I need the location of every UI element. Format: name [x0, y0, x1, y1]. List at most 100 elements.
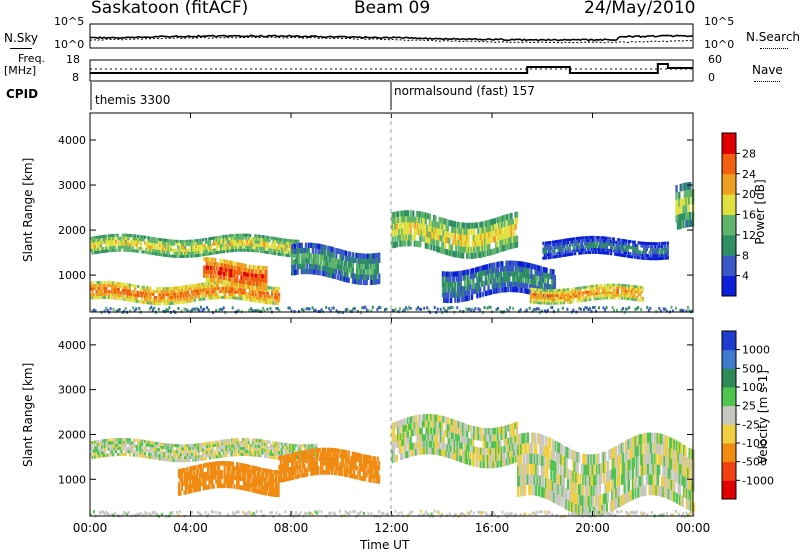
- echo-cell: [322, 270, 326, 277]
- echo-cell: [275, 240, 278, 244]
- echo-cell: [206, 252, 209, 256]
- echo-cell: [394, 307, 397, 311]
- echo-cell: [602, 291, 606, 295]
- echo-cell: [215, 296, 219, 300]
- echo-cell: [113, 284, 116, 288]
- echo-cell: [550, 279, 554, 285]
- echo-cell: [433, 227, 436, 233]
- echo-cell: [218, 266, 221, 271]
- echo-cell: [99, 241, 102, 245]
- echo-cell: [579, 245, 582, 249]
- echo-cell: [284, 241, 288, 245]
- echo-cell: [541, 271, 544, 277]
- echo-cell: [172, 456, 176, 459]
- echo-cell: [604, 242, 607, 246]
- echo-cell: [164, 452, 167, 456]
- echo-cell: [311, 269, 314, 275]
- echo-cell: [185, 239, 188, 243]
- echo-cell: [269, 298, 272, 302]
- echo-cell: [306, 253, 309, 259]
- echo-cell: [124, 298, 127, 301]
- echo-cell: [273, 444, 277, 448]
- echo-cell: [151, 308, 154, 312]
- echo-cell: [222, 271, 225, 276]
- echo-cell: [160, 457, 163, 461]
- echo-cell: [146, 449, 149, 453]
- echo-cell: [659, 251, 662, 254]
- echo-cell: [177, 456, 180, 460]
- echo-cell: [188, 459, 191, 463]
- echo-cell: [185, 300, 188, 304]
- echo-cell: [313, 309, 316, 312]
- echo-cell: [213, 461, 217, 467]
- echo-cell: [420, 211, 423, 218]
- echo-cell: [204, 237, 207, 241]
- echo-cell: [591, 287, 595, 291]
- echo-cell: [580, 236, 584, 240]
- echo-cell: [276, 441, 279, 445]
- echo-cell: [262, 238, 265, 242]
- echo-cell: [236, 245, 239, 249]
- echo-cell: [442, 248, 445, 255]
- echo-cell: [558, 245, 562, 249]
- echo-cell: [212, 466, 215, 471]
- echo-cell: [663, 256, 667, 260]
- echo-cell: [482, 233, 485, 240]
- echo-cell: [634, 295, 637, 299]
- echo-cell: [201, 238, 205, 242]
- echo-cell: [621, 238, 624, 242]
- echo-cell: [207, 453, 210, 457]
- echo-cell: [131, 246, 134, 250]
- echo-cell: [114, 447, 118, 451]
- echo-cell: [558, 291, 561, 295]
- echo-cell: [102, 240, 105, 244]
- echo-cell: [236, 242, 239, 246]
- echo-cell: [547, 241, 551, 245]
- echo-cell: [589, 239, 592, 242]
- echo-cell: [189, 239, 192, 243]
- echo-cell: [343, 271, 346, 277]
- echo-cell: [273, 240, 277, 244]
- echo-cell: [200, 472, 203, 478]
- echo-cell: [166, 458, 169, 462]
- echo-cell: [453, 251, 456, 258]
- echo-cell: [207, 467, 210, 472]
- echo-cell: [261, 448, 264, 452]
- echo-cell: [213, 242, 216, 246]
- echo-cell: [486, 306, 489, 310]
- echo-cell: [614, 249, 617, 253]
- echo-cell: [608, 243, 611, 246]
- echo-cell: [546, 302, 549, 305]
- echo-cell: [479, 239, 483, 246]
- echo-cell: [223, 461, 226, 466]
- echo-cell: [95, 281, 98, 285]
- echo-cell: [190, 443, 194, 447]
- echo-cell: [603, 239, 606, 243]
- echo-cell: [309, 263, 312, 269]
- echo-cell: [182, 459, 185, 463]
- echo-cell: [516, 266, 519, 272]
- echo-cell: [233, 287, 236, 291]
- echo-cell: [235, 290, 238, 294]
- echo-cell: [602, 306, 605, 310]
- echo-cell: [197, 289, 201, 293]
- echo-cell: [210, 249, 213, 252]
- echo-cell: [175, 301, 178, 305]
- echo-cell: [450, 306, 453, 310]
- echo-cell: [233, 470, 236, 476]
- echo-cell: [182, 285, 185, 289]
- echo-cell: [203, 244, 206, 248]
- echo-cell: [142, 291, 145, 295]
- echo-cell: [116, 281, 119, 285]
- echo-cell: [460, 246, 463, 253]
- echo-cell: [465, 307, 468, 311]
- echo-cell: [149, 295, 152, 299]
- echo-cell: [616, 247, 620, 251]
- echo-cell: [328, 267, 331, 273]
- echo-cell: [354, 257, 357, 264]
- echo-cell: [153, 299, 156, 302]
- echo-cell: [132, 237, 136, 241]
- echo-cell: [218, 275, 221, 280]
- echo-cell: [641, 250, 644, 254]
- echo-cell: [224, 237, 227, 241]
